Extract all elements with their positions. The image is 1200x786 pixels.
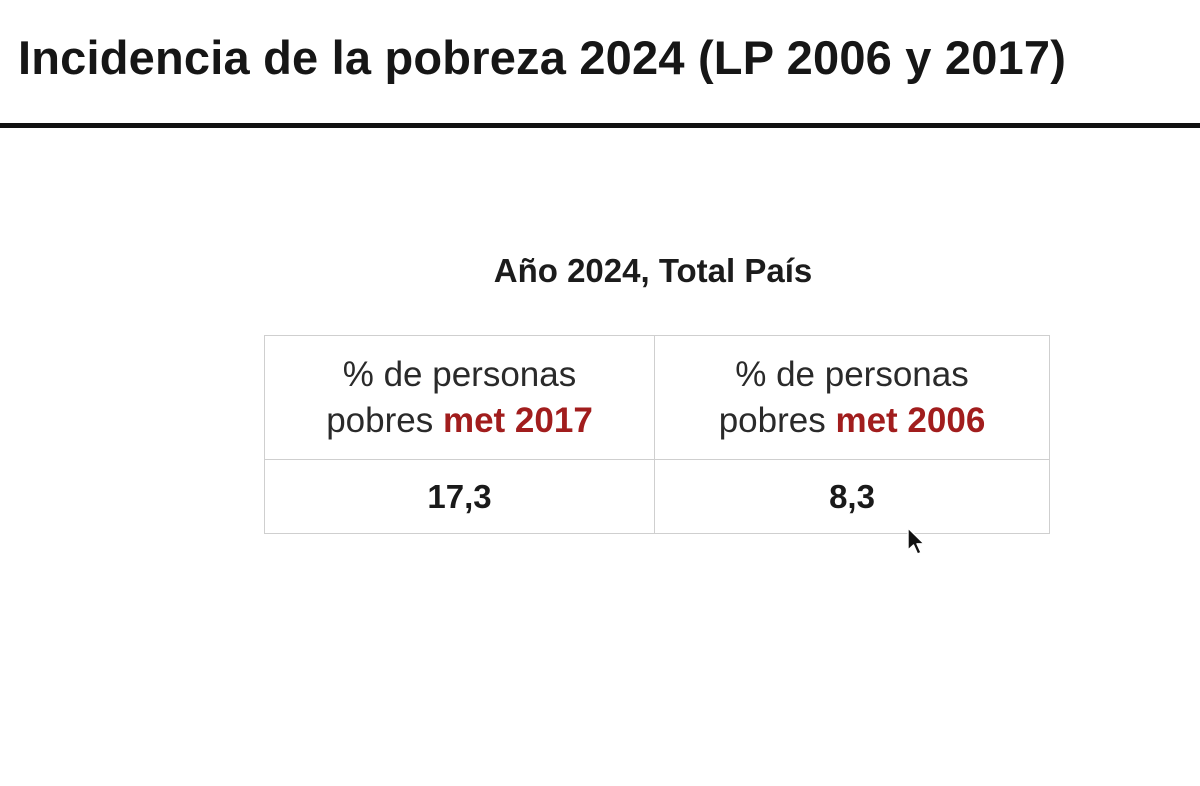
column-header-prefix: pobres xyxy=(718,400,836,440)
slide-title: Incidencia de la pobreza 2024 (LP 2006 y… xyxy=(18,31,1067,84)
column-header-highlight: met 2017 xyxy=(442,400,593,440)
column-header-highlight: met 2006 xyxy=(835,400,986,440)
slide-header: Incidencia de la pobreza 2024 (LP 2006 y… xyxy=(0,0,1200,128)
value-cell-met-2017: 17,3 xyxy=(264,459,655,534)
column-header-line1: % de personas xyxy=(735,354,969,394)
column-header-prefix: pobres xyxy=(326,400,443,440)
poverty-table: % de personas pobres met 2017 % de perso… xyxy=(264,335,1050,534)
table-subtitle: Año 2024, Total País xyxy=(493,252,813,289)
mouse-pointer-icon xyxy=(907,527,925,555)
column-header-met-2017: % de personas pobres met 2017 xyxy=(264,335,655,460)
table-row: 17,3 8,3 xyxy=(264,459,1050,534)
table-header-row: % de personas pobres met 2017 % de perso… xyxy=(264,335,1050,460)
value-cell-met-2006: 8,3 xyxy=(654,459,1050,534)
column-header-line1: % de personas xyxy=(342,354,577,394)
column-header-met-2006: % de personas pobres met 2006 xyxy=(654,335,1050,460)
